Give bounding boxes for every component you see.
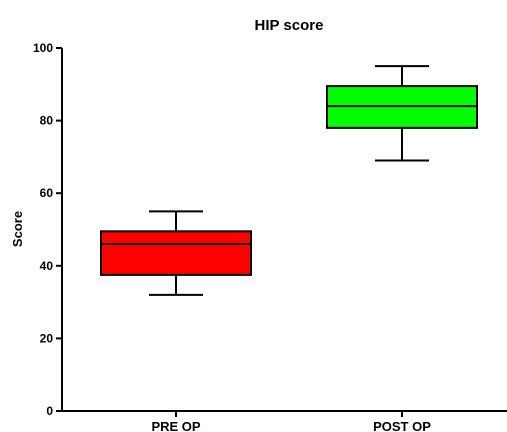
y-tick-label: 0 <box>46 404 53 418</box>
plot-area <box>100 65 478 296</box>
interquartile-box <box>100 230 252 276</box>
y-axis-label: Score <box>10 211 25 247</box>
box-post-op <box>326 65 478 162</box>
y-tick-label: 40 <box>40 259 54 273</box>
y-tick-label: 80 <box>40 114 54 128</box>
axes: 0 20 40 60 80 100 PRE OP POST OP <box>33 41 507 432</box>
y-tick-label: 100 <box>33 41 53 55</box>
y-tick-label: 60 <box>40 186 54 200</box>
box-pre-op <box>100 210 252 296</box>
chart-title: HIP score <box>255 17 324 34</box>
x-tick-label: PRE OP <box>151 419 200 432</box>
x-tick-label: POST OP <box>373 419 431 432</box>
y-tick-label: 20 <box>40 331 54 345</box>
